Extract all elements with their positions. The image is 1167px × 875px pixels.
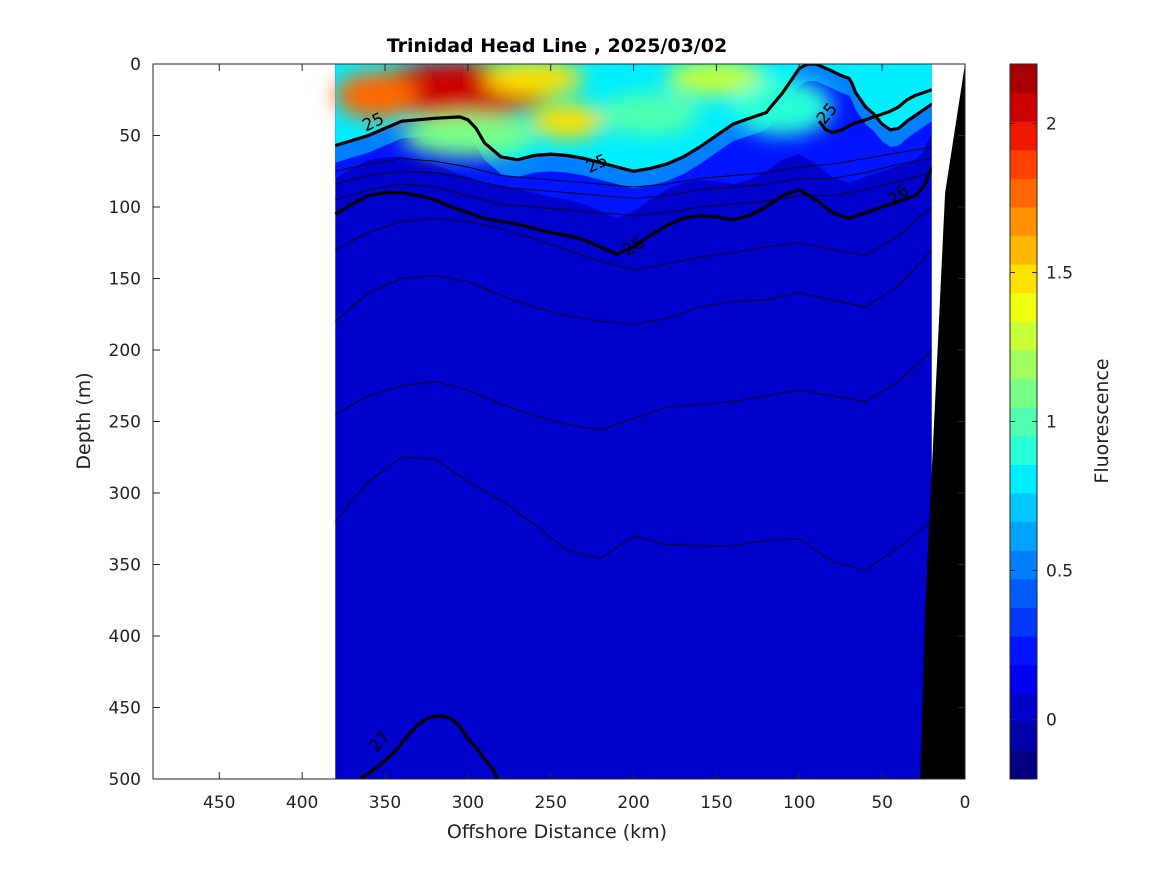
colorbar-segment — [1010, 750, 1037, 780]
y-tick-label: 300 — [109, 484, 141, 504]
colorbar-segment — [1010, 292, 1037, 322]
x-axis: 450 400 350 300 250 200 150 100 50 0 — [203, 64, 970, 813]
chlorophyll-patch-1 — [335, 72, 419, 119]
y-tick-label: 100 — [109, 198, 141, 218]
x-tick-label: 250 — [534, 793, 566, 813]
data-field — [335, 64, 932, 779]
colorbar-tick-label: 2 — [1046, 115, 1057, 135]
bold-isopycnal-0 — [334, 64, 933, 173]
x-tick-label: 200 — [617, 793, 649, 813]
colorbar-segment — [1010, 521, 1037, 551]
colorbar-segment — [1010, 149, 1037, 179]
colorbar-segment — [1010, 721, 1037, 751]
colorbar-segment — [1010, 693, 1037, 723]
colorbar-segment — [1010, 607, 1037, 637]
colorbar-segment — [1010, 578, 1037, 608]
x-tick-label: 400 — [286, 793, 318, 813]
y-tick-label: 50 — [119, 127, 141, 147]
colorbar-tick-label: 0 — [1046, 710, 1057, 730]
x-tick-label: 150 — [700, 793, 732, 813]
colorbar-tick-label: 1.5 — [1046, 264, 1073, 284]
y-tick-label: 150 — [109, 270, 141, 290]
colorbar-segment — [1010, 178, 1037, 208]
thin-isopycnal-1 — [335, 157, 932, 199]
colorbar-title: Fluorescence — [1091, 358, 1113, 483]
y-tick-label: 250 — [109, 413, 141, 433]
bold-isopycnal-1 — [817, 88, 933, 135]
y-tick-label: 400 — [109, 627, 141, 647]
seafloor-shape — [920, 64, 965, 779]
y-tick-label: 350 — [109, 556, 141, 576]
colorbar-segment — [1010, 64, 1037, 94]
chart-title: Trinidad Head Line , 2025/03/02 — [387, 35, 727, 57]
thin-isopycnal-2 — [335, 172, 933, 217]
colorbar-tick-label: 0.5 — [1046, 561, 1073, 581]
y-axis: 0 50 100 150 200 250 300 350 400 450 500 — [109, 55, 965, 790]
colorbar-segment — [1010, 321, 1037, 351]
x-tick-label: 50 — [871, 793, 893, 813]
colorbar-segment — [1010, 92, 1037, 122]
colorbar-segment — [1010, 550, 1037, 580]
seafloor — [920, 64, 965, 779]
y-tick-label: 0 — [130, 55, 141, 75]
chlorophyll-patch-7 — [600, 92, 700, 136]
y-tick-label: 200 — [109, 341, 141, 361]
thin-isopycnal-3 — [335, 206, 933, 271]
colorbar-segment — [1010, 464, 1037, 494]
chlorophyll-patch-6 — [733, 78, 833, 136]
bold-isopycnal-3 — [359, 714, 500, 779]
bold-isopycnal-2 — [334, 166, 934, 256]
colorbar-segment — [1010, 493, 1037, 523]
colorbar-segment — [1010, 264, 1037, 294]
chlorophyll-patches — [335, 64, 833, 157]
colorbar: 0 0.5 1 1.5 2 — [1009, 63, 1073, 780]
x-tick-label: 300 — [452, 793, 484, 813]
x-tick-label: 100 — [783, 793, 815, 813]
chlorophyll-patch-2 — [484, 64, 584, 96]
y-tick-label: 500 — [109, 770, 141, 790]
chlorophyll-patch-3 — [530, 104, 604, 139]
thin-isopycnal-4 — [335, 249, 933, 325]
colorbar-segment — [1010, 664, 1037, 694]
colorbar-segment — [1010, 235, 1037, 265]
isopycnal-contours — [334, 64, 934, 779]
colorbar-segment — [1010, 207, 1037, 237]
y-tick-label: 450 — [109, 699, 141, 719]
x-tick-label: 350 — [369, 793, 401, 813]
colorbar-segment — [1010, 350, 1037, 380]
thin-isopycnal-5 — [335, 349, 933, 431]
thin-isopycnal-6 — [334, 456, 933, 571]
x-tick-label: 450 — [203, 793, 235, 813]
colorbar-segment — [1010, 636, 1037, 666]
colorbar-tick-label: 1 — [1046, 413, 1057, 433]
chlorophyll-patch-4 — [666, 64, 767, 96]
colorbar-segment — [1010, 378, 1037, 408]
y-axis-title: Depth (m) — [73, 372, 95, 469]
colorbar-segment — [1010, 121, 1037, 151]
thin-isopycnal-0 — [335, 146, 932, 188]
x-tick-label: 0 — [960, 793, 971, 813]
x-axis-title: Offshore Distance (km) — [447, 821, 667, 843]
colorbar-segment — [1010, 435, 1037, 465]
chlorophyll-patch-5 — [401, 114, 535, 157]
